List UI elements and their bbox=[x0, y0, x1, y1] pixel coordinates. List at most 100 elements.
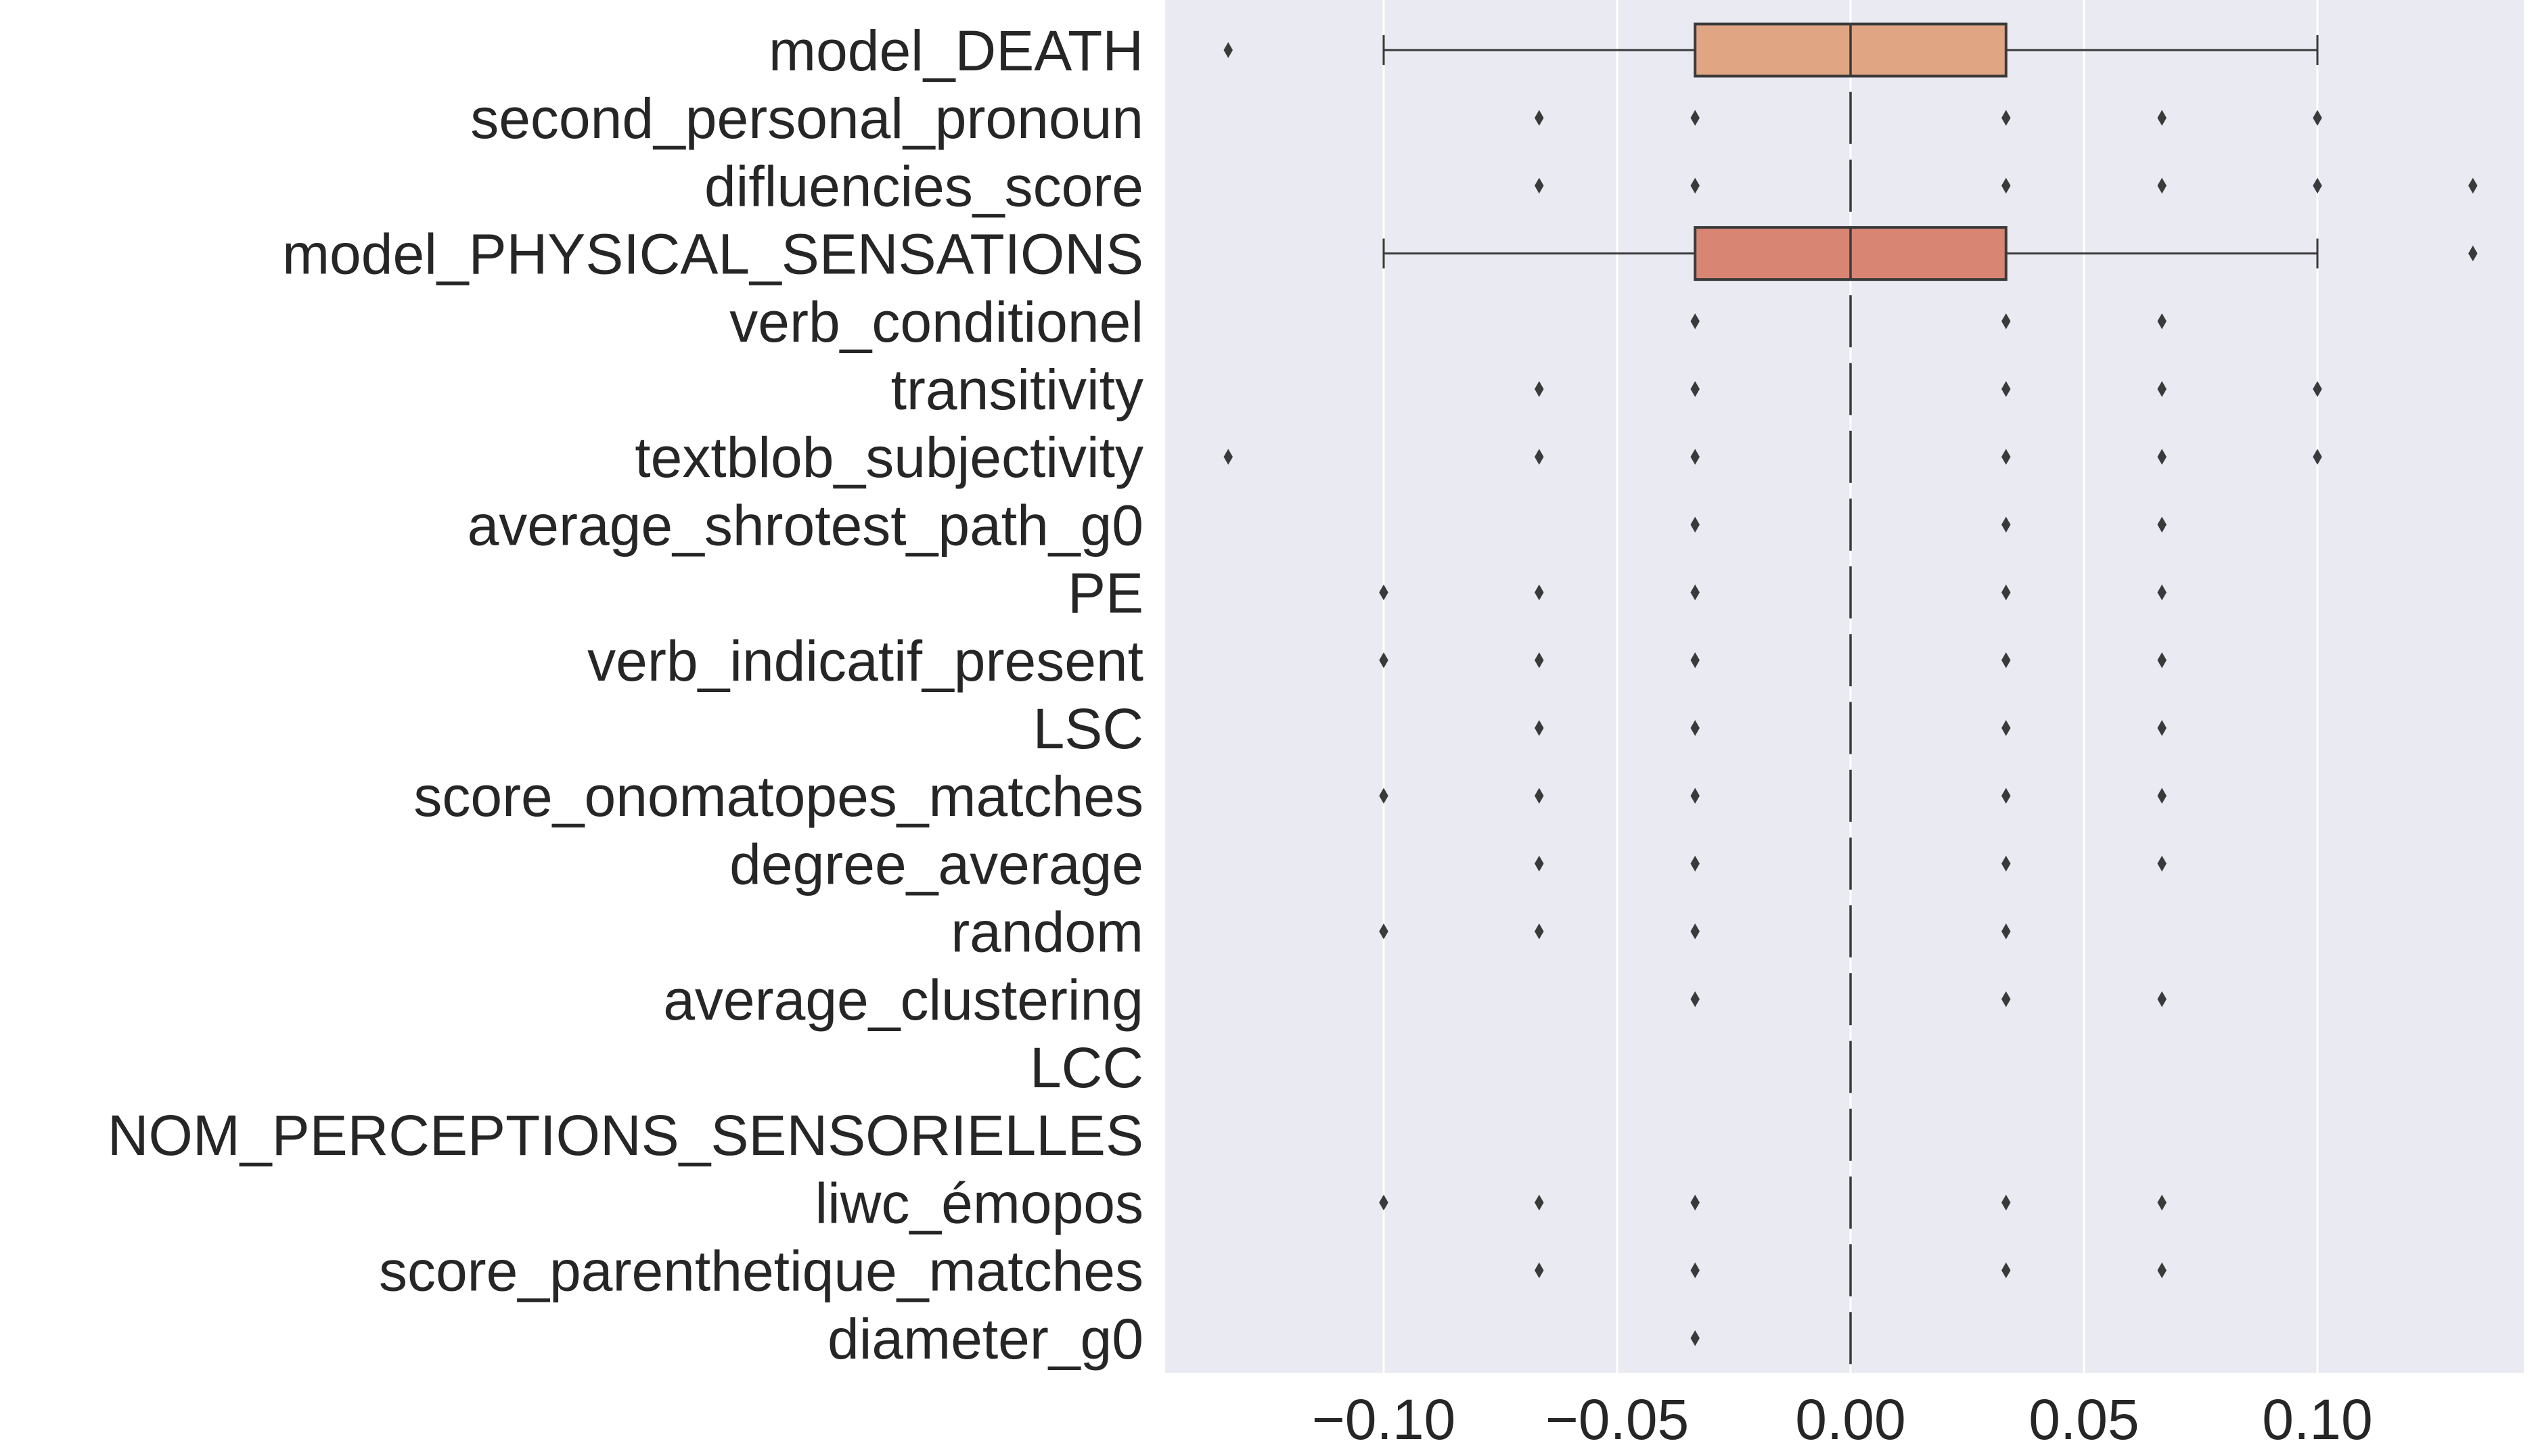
flier-point bbox=[1535, 1262, 1544, 1279]
flier-point bbox=[1535, 652, 1544, 668]
flier-point bbox=[2313, 177, 2322, 194]
flier-point bbox=[1690, 516, 1700, 533]
x-tick-label: 0.05 bbox=[2029, 1388, 2139, 1451]
category-label: difluencies_score bbox=[704, 154, 1143, 218]
flier-point bbox=[2157, 313, 2167, 329]
flier-point bbox=[1690, 177, 1700, 194]
flier-point bbox=[1535, 923, 1544, 940]
flier-point bbox=[2157, 449, 2167, 465]
flier-point bbox=[1535, 855, 1544, 872]
flier-point bbox=[2001, 652, 2011, 668]
flier-point bbox=[1535, 381, 1544, 397]
flier-point bbox=[1535, 177, 1544, 194]
flier-point bbox=[1379, 584, 1388, 601]
flier-point bbox=[1690, 652, 1700, 668]
flier-point bbox=[1535, 720, 1544, 736]
category-label: score_parenthetique_matches bbox=[379, 1239, 1143, 1303]
category-label: liwc_émopos bbox=[815, 1171, 1143, 1235]
flier-point bbox=[1223, 42, 1233, 58]
category-label: NOM_PERCEPTIONS_SENSORIELLES bbox=[108, 1104, 1143, 1167]
flier-points bbox=[1223, 42, 2478, 1346]
flier-point bbox=[1690, 1262, 1700, 1279]
x-tick-label: −0.05 bbox=[1545, 1388, 1690, 1451]
flier-point bbox=[2001, 1262, 2011, 1279]
category-label: textblob_subjectivity bbox=[635, 426, 1143, 489]
flier-point bbox=[1690, 381, 1700, 397]
flier-point bbox=[2001, 177, 2011, 194]
category-label: random bbox=[951, 901, 1143, 964]
category-label: diameter_g0 bbox=[828, 1307, 1143, 1371]
flier-point bbox=[2001, 584, 2011, 601]
flier-point bbox=[1690, 1330, 1700, 1346]
category-label: model_PHYSICAL_SENSATIONS bbox=[282, 223, 1143, 286]
flier-point bbox=[1535, 584, 1544, 601]
flier-point bbox=[2157, 855, 2167, 872]
flier-point bbox=[1690, 855, 1700, 872]
flier-point bbox=[2001, 788, 2011, 804]
category-label: PE bbox=[1068, 562, 1143, 625]
flier-point bbox=[1379, 788, 1388, 804]
flier-point bbox=[1690, 991, 1700, 1007]
flier-point bbox=[1535, 788, 1544, 804]
flier-point bbox=[1690, 788, 1700, 804]
box-series bbox=[1382, 22, 2319, 1365]
box-model_DEATH bbox=[1382, 22, 2319, 78]
x-tick-label: 0.10 bbox=[2262, 1388, 2373, 1451]
flier-point bbox=[2157, 584, 2167, 601]
flier-point bbox=[2468, 245, 2478, 262]
flier-point bbox=[1690, 449, 1700, 465]
flier-point bbox=[2313, 110, 2322, 126]
flier-point bbox=[2157, 1194, 2167, 1211]
flier-point bbox=[1535, 449, 1544, 465]
flier-point bbox=[2001, 516, 2011, 533]
flier-point bbox=[2157, 381, 2167, 397]
flier-point bbox=[1690, 923, 1700, 940]
category-label: average_shrotest_path_g0 bbox=[468, 493, 1143, 557]
flier-point bbox=[2001, 720, 2011, 736]
x-tick-label: −0.10 bbox=[1312, 1388, 1456, 1451]
category-label: model_DEATH bbox=[769, 19, 1143, 83]
flier-point bbox=[1690, 313, 1700, 329]
flier-point bbox=[2001, 991, 2011, 1007]
category-label: degree_average bbox=[729, 832, 1143, 896]
flier-point bbox=[2001, 110, 2011, 126]
y-axis-labels: model_DEATHsecond_personal_pronoundiflue… bbox=[108, 19, 1143, 1371]
flier-point bbox=[2468, 177, 2478, 194]
flier-point bbox=[2001, 1194, 2011, 1211]
flier-point bbox=[1379, 1194, 1388, 1211]
flier-point bbox=[2157, 110, 2167, 126]
category-label: verb_conditionel bbox=[729, 290, 1143, 354]
box-model_PHYSICAL_SENSATIONS bbox=[1382, 226, 2319, 281]
x-tick-label: 0.00 bbox=[1795, 1388, 1906, 1451]
flier-point bbox=[2001, 449, 2011, 465]
flier-point bbox=[2001, 313, 2011, 329]
flier-point bbox=[2001, 923, 2011, 940]
plot-background bbox=[1165, 0, 2524, 1373]
flier-point bbox=[1223, 449, 1233, 465]
flier-point bbox=[1535, 110, 1544, 126]
flier-point bbox=[1379, 923, 1388, 940]
flier-point bbox=[2001, 855, 2011, 872]
flier-point bbox=[1690, 1194, 1700, 1211]
flier-point bbox=[2157, 652, 2167, 668]
flier-point bbox=[1379, 652, 1388, 668]
flier-point bbox=[1535, 1194, 1544, 1211]
category-label: second_personal_pronoun bbox=[470, 87, 1143, 150]
category-label: LCC bbox=[1030, 1036, 1143, 1099]
category-label: average_clustering bbox=[663, 968, 1143, 1032]
category-label: score_onomatopes_matches bbox=[413, 765, 1143, 828]
category-label: transitivity bbox=[891, 358, 1143, 422]
category-label: LSC bbox=[1033, 697, 1143, 760]
flier-point bbox=[2157, 720, 2167, 736]
flier-point bbox=[2157, 1262, 2167, 1279]
flier-point bbox=[2313, 381, 2322, 397]
flier-point bbox=[1690, 110, 1700, 126]
flier-point bbox=[2157, 177, 2167, 194]
flier-point bbox=[2313, 449, 2322, 465]
flier-point bbox=[1690, 584, 1700, 601]
category-label: verb_indicatif_present bbox=[587, 629, 1143, 693]
flier-point bbox=[2001, 381, 2011, 397]
x-axis-tick-labels: −0.10 −0.05 0.00 0.05 0.10 bbox=[1312, 1388, 2373, 1451]
flier-point bbox=[2157, 788, 2167, 804]
